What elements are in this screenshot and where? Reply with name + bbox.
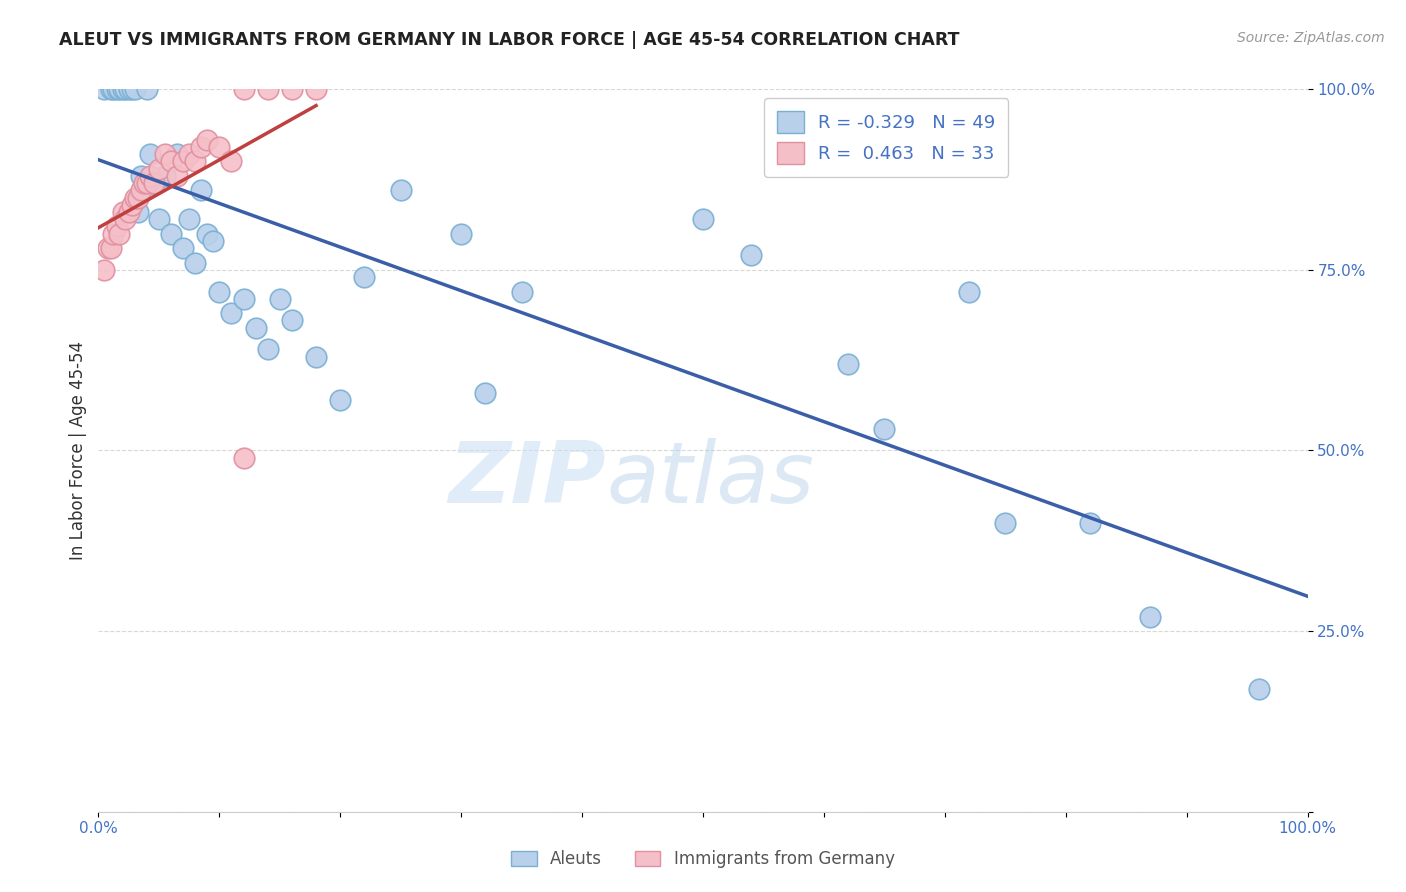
Point	[245, 320, 267, 334]
Point	[195, 227, 218, 241]
Point	[148, 212, 170, 227]
Point	[100, 82, 122, 96]
Point	[101, 227, 124, 241]
Point	[108, 82, 131, 96]
Y-axis label: In Labor Force | Age 45-54: In Labor Force | Age 45-54	[69, 341, 87, 560]
Text: ALEUT VS IMMIGRANTS FROM GERMANY IN LABOR FORCE | AGE 45-54 CORRELATION CHART: ALEUT VS IMMIGRANTS FROM GERMANY IN LABO…	[59, 31, 959, 49]
Point	[129, 183, 152, 197]
Point	[256, 343, 278, 357]
Point	[873, 422, 896, 436]
Point	[172, 241, 194, 255]
Point	[1078, 516, 1101, 530]
Point	[148, 161, 170, 176]
Point	[124, 82, 146, 96]
Point	[124, 191, 146, 205]
Point	[111, 82, 134, 96]
Point	[281, 313, 304, 327]
Point	[100, 241, 122, 255]
Point	[474, 385, 496, 400]
Point	[1249, 681, 1271, 696]
Point	[389, 183, 412, 197]
Point	[837, 357, 859, 371]
Point	[114, 82, 136, 96]
Point	[166, 169, 188, 183]
Point	[232, 82, 254, 96]
Point	[740, 248, 762, 262]
Point	[1139, 609, 1161, 624]
Text: atlas: atlas	[606, 438, 814, 521]
Point	[160, 154, 183, 169]
Point	[329, 392, 352, 407]
Point	[184, 154, 207, 169]
Point	[281, 82, 304, 96]
Point	[127, 191, 149, 205]
Point	[184, 255, 207, 269]
Point	[195, 133, 218, 147]
Point	[994, 516, 1017, 530]
Point	[108, 227, 131, 241]
Point	[202, 234, 225, 248]
Text: Source: ZipAtlas.com: Source: ZipAtlas.com	[1237, 31, 1385, 45]
Point	[305, 350, 328, 364]
Point	[127, 205, 149, 219]
Point	[134, 176, 156, 190]
Point	[160, 227, 183, 241]
Point	[114, 212, 136, 227]
Point	[105, 219, 128, 234]
Legend: R = -0.329   N = 49, R =  0.463   N = 33: R = -0.329 N = 49, R = 0.463 N = 33	[765, 98, 1008, 177]
Point	[105, 82, 128, 96]
Point	[93, 262, 115, 277]
Point	[118, 82, 141, 96]
Point	[97, 241, 120, 255]
Point	[135, 176, 157, 190]
Point	[957, 285, 980, 299]
Point	[143, 176, 166, 190]
Point	[208, 285, 231, 299]
Text: ZIP: ZIP	[449, 438, 606, 521]
Point	[190, 140, 212, 154]
Point	[143, 176, 166, 190]
Point	[179, 147, 201, 161]
Point	[139, 169, 162, 183]
Point	[101, 82, 124, 96]
Point	[121, 198, 143, 212]
Point	[256, 82, 278, 96]
Point	[121, 82, 143, 96]
Point	[232, 450, 254, 465]
Point	[118, 205, 141, 219]
Point	[93, 82, 115, 96]
Point	[353, 270, 375, 285]
Point	[692, 212, 714, 227]
Point	[269, 292, 291, 306]
Point	[139, 147, 162, 161]
Point	[190, 183, 212, 197]
Point	[510, 285, 533, 299]
Point	[153, 147, 176, 161]
Point	[450, 227, 472, 241]
Point	[166, 147, 188, 161]
Point	[232, 292, 254, 306]
Point	[179, 212, 201, 227]
Point	[134, 183, 156, 197]
Point	[172, 154, 194, 169]
Point	[111, 205, 134, 219]
Point	[153, 169, 176, 183]
Point	[129, 169, 152, 183]
Point	[221, 154, 243, 169]
Point	[135, 82, 157, 96]
Point	[208, 140, 231, 154]
Point	[221, 306, 243, 320]
Legend: Aleuts, Immigrants from Germany: Aleuts, Immigrants from Germany	[505, 844, 901, 875]
Point	[305, 82, 328, 96]
